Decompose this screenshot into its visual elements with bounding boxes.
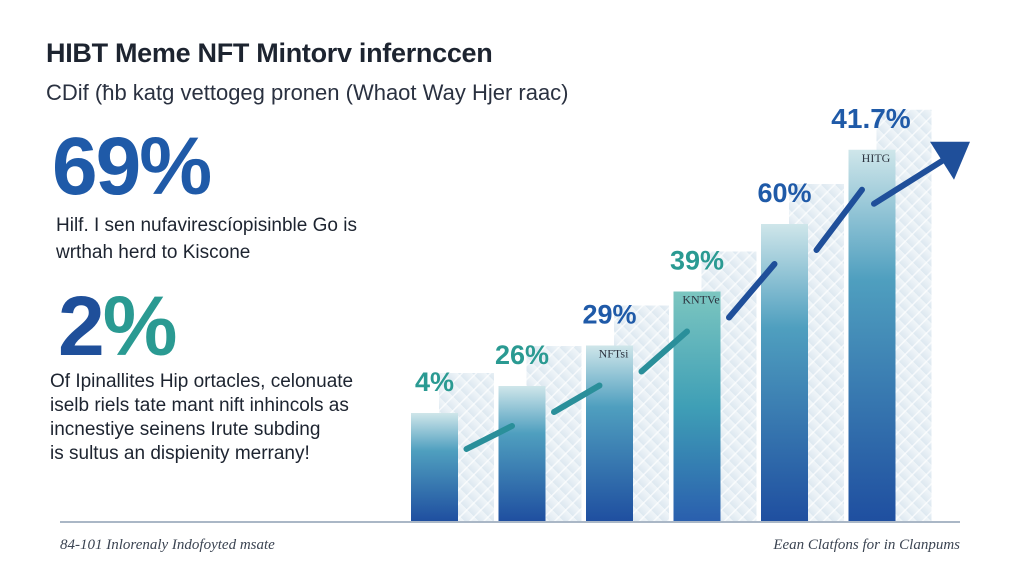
trend-arrowhead-icon	[930, 141, 970, 180]
stat-secondary-percent-sign: %	[102, 279, 178, 373]
description-line: wrthah herd to Kiscone	[56, 242, 251, 263]
description-line: Hilf. I sen nufavirescíopisinble Go is	[56, 215, 357, 236]
bar	[586, 345, 633, 521]
bar-tag-label: HITG	[862, 151, 891, 165]
trend-segment	[871, 156, 947, 207]
description-line: Of Ipinallites Hip ortacles, celonuate	[50, 371, 354, 392]
description-line: is sultus an dispienity merrany!	[50, 443, 310, 464]
bar-value-label: 26%	[495, 340, 549, 370]
footer-source: 84-101 Inlorenaly Indofoyted msate	[60, 537, 275, 553]
stat-primary-value: 69%	[52, 121, 212, 212]
footer-credit: Eean Clatfons for in Clanpums	[773, 537, 960, 553]
stat-primary-description: Hilf. I sen nufavirescíopisinble Go is w…	[56, 212, 357, 266]
page-title: HIBT Meme NFT Mintorv infernccen	[46, 38, 493, 68]
description-line: iselb riels tate mant nift inhincols as	[50, 395, 349, 416]
bar-value-label: 41.7%	[831, 103, 910, 134]
description-line: incnestiye seinens Irute subding	[50, 419, 321, 440]
stat-secondary-description: Of Ipinallites Hip ortacles, celonuate i…	[50, 370, 353, 466]
trend-segment	[638, 328, 690, 375]
bar-value-label: 39%	[670, 246, 724, 276]
bar-value-label: 60%	[757, 178, 811, 208]
bar-tag-label: KNTVe	[682, 293, 719, 307]
page-subtitle: CDif (ħb katg vettogeg pronen (Whaot Way…	[46, 80, 569, 105]
bar-tag-label: NFTsi	[599, 347, 630, 361]
bar-value-label: 4%	[415, 367, 454, 397]
trend-segment	[463, 423, 515, 452]
bar-value-label: 29%	[582, 300, 636, 330]
trend-segment	[813, 186, 865, 253]
trend-segment	[726, 261, 778, 321]
baseline-divider	[60, 521, 960, 523]
bar	[673, 291, 721, 521]
stat-secondary-number: 2	[58, 279, 105, 373]
bar	[848, 149, 896, 521]
bar	[411, 413, 458, 521]
stat-secondary-value: 2%	[58, 284, 177, 368]
bar	[498, 386, 546, 521]
trend-segment	[551, 382, 603, 415]
